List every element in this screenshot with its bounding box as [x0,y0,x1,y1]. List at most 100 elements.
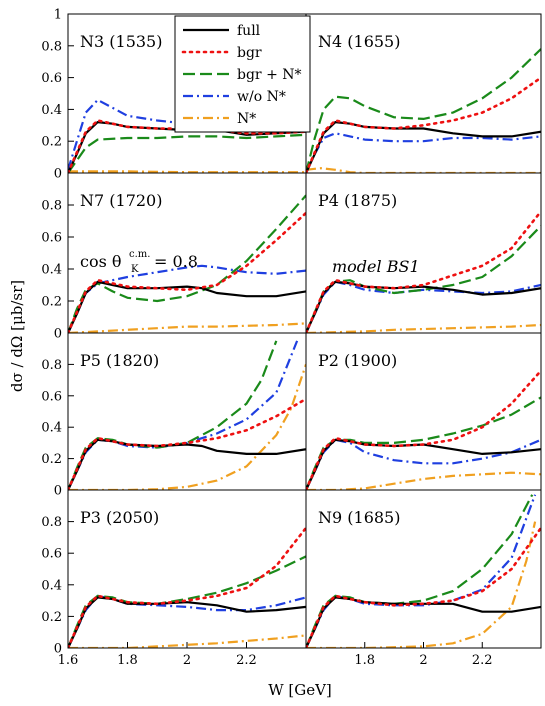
series-bgr [68,397,306,490]
series-group [68,98,306,173]
y-tick-label: 0.4 [41,421,62,436]
series-bgr [306,526,541,648]
legend-item-bgr: bgr [181,45,262,61]
y-axis-label: dσ / dΩ [μb/sr] [8,280,26,392]
series-group [306,210,541,333]
series-w-o-n [306,438,541,490]
angle-sup: c.m. [129,249,150,260]
x-tick-label: 1.8 [354,653,375,668]
series-full [306,121,541,173]
series-n [68,322,306,333]
panel-p5-1820: P5 (1820) 0 0.2 0.4 0.6 0.8 [41,332,307,499]
y-tick-label: 0.6 [41,389,62,404]
x-tick-label: 2.2 [472,653,493,668]
y-tick-label: 0.2 [41,295,62,310]
series-w-o-n [68,594,306,648]
series-n [306,471,541,490]
y-tick-label: 0 [54,167,62,182]
series-n [68,364,306,490]
y-tick-label: 0.8 [41,39,62,54]
y-tick-label: 0.8 [41,515,62,530]
series-bgr-n [68,133,306,173]
series-bgr [68,526,306,648]
y-tick-label: 0.4 [41,103,62,118]
y-tick-label: 0 [54,327,62,342]
series-full [68,596,306,648]
y-tick-label: 0.8 [41,358,62,373]
series-bgr [306,210,541,333]
angle-value: = 0.8 [154,252,198,271]
series-n [306,521,537,648]
panel-p3-2050: P3 (2050) 1.6 1.8 2 2.2 0 0.2 0.4 0.6 0.8 [41,489,307,668]
legend-item-n: N* [183,111,256,127]
x-tick-label: 2.2 [236,653,257,668]
x-tick-label: 2 [419,653,427,668]
series-bgr-n [306,225,541,333]
annotations: cos θ c.m. K = 0.8 model BS1 [80,249,420,276]
series-group [68,340,306,490]
series-group [306,48,541,173]
y-tick-label: 0.2 [41,135,62,150]
x-tick-label: 1.6 [58,653,79,668]
panel-title: N4 (1655) [318,32,400,51]
y-tick-label: 0.2 [41,452,62,467]
x-tick-label: 2 [183,653,191,668]
legend-label: w/o N* [237,89,286,105]
panel-n4-1655: N4 (1655) [305,13,542,174]
series-group [306,369,541,490]
panel-p4-1875: P4 (1875) [305,172,542,334]
legend: full bgr bgr + N* w/o N* N* [174,15,311,133]
x-axis-label: W [GeV] [268,681,332,699]
angle-annotation: cos θ c.m. K = 0.8 [80,249,198,275]
legend-item-w-o-n: w/o N* [183,89,286,105]
series-bgr [306,369,541,490]
series-n [306,323,541,333]
series-group [68,526,306,648]
panel-n9-1685: N9 (1685) 1.8 2 2.2 [305,489,542,668]
series-full [306,438,541,490]
series-full [68,438,306,490]
panel-n3-1535: N3 (1535) 0 0.2 0.4 0.6 0.8 1 [41,8,307,182]
series-group [68,194,306,333]
series-n [68,170,306,173]
panel-title: P4 (1875) [318,191,397,210]
model-label: model BS1 [332,257,420,276]
legend-label: bgr [237,45,262,61]
panel-p2-1900: P2 (1900) [305,332,542,491]
panel-title: P5 (1820) [80,351,159,370]
legend-item-bgr-n: bgr + N* [183,67,302,83]
legend-label: full [237,23,261,39]
series-n [306,167,541,173]
x-tick-label: 1.8 [117,653,138,668]
y-tick-label: 1 [54,8,62,23]
angle-main: cos θ [80,252,122,271]
y-tick-label: 0.6 [41,547,62,562]
series-bgr [306,76,541,173]
y-tick-label: 0.6 [41,231,62,246]
series-w-o-n [306,132,541,173]
panel-title: N3 (1535) [80,32,162,51]
angle-sub: K [131,264,139,275]
y-tick-label: 0.8 [41,199,62,214]
series-bgr [68,211,306,333]
panel-title: N9 (1685) [318,508,400,527]
y-tick-label: 0.6 [41,71,62,86]
legend-box [174,15,311,133]
legend-item-full: full [183,23,261,39]
series-w-o-n [306,280,541,333]
series-w-o-n [68,264,306,333]
y-tick-label: 0.2 [41,610,62,625]
y-tick-label: 0.4 [41,263,62,278]
panel-title: P2 (1900) [318,351,397,370]
legend-label: N* [237,111,256,127]
y-tick-label: 0 [54,484,62,499]
panels: N3 (1535) 0 0.2 0.4 0.6 0.8 1 N4 (1655) N7 (1720… [41,8,542,668]
series-bgr [68,119,306,173]
series-w-o-n [68,98,306,171]
y-tick-label: 0 [54,642,62,657]
panel-title: N7 (1720) [80,191,162,210]
legend-label: bgr + N* [237,67,302,83]
y-tick-label: 0.4 [41,578,62,593]
panel-title: P3 (2050) [80,508,159,527]
